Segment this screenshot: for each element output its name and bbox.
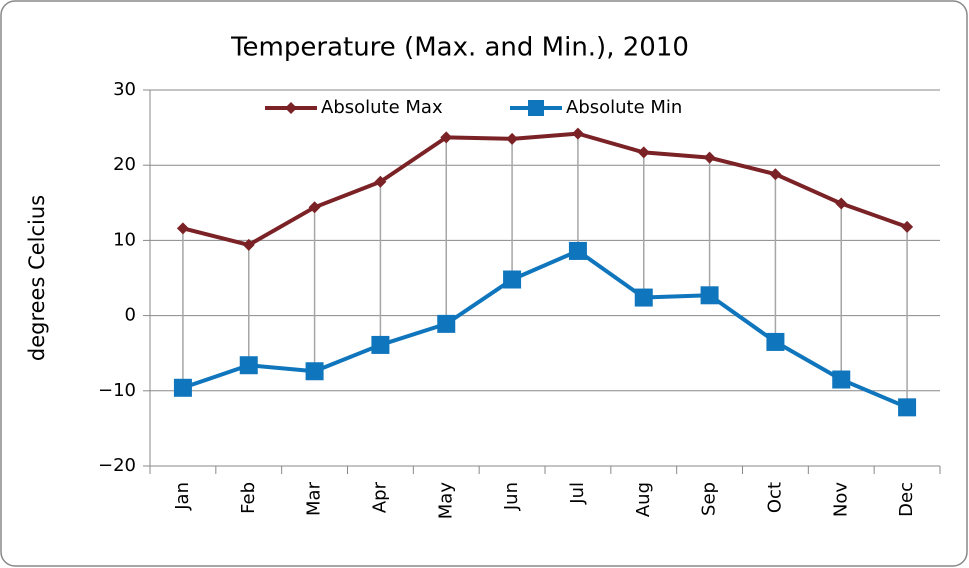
data-point — [769, 168, 782, 181]
data-point — [440, 131, 453, 144]
x-tick-label: Aug — [633, 482, 654, 517]
legend-label: Absolute Max — [321, 97, 443, 118]
x-tick-label: Jan — [172, 482, 193, 511]
data-point — [832, 370, 851, 389]
data-point — [371, 335, 390, 354]
x-tick-label: Dec — [896, 482, 917, 517]
data-point — [503, 270, 522, 289]
data-point — [305, 362, 324, 381]
data-point — [835, 197, 848, 210]
data-point — [637, 146, 650, 159]
data-point — [242, 238, 255, 251]
y-tick-label: 20 — [113, 154, 136, 175]
y-tick-label: 10 — [113, 229, 136, 250]
y-tick-label: −10 — [98, 380, 136, 401]
legend-label: Absolute Min — [566, 97, 682, 118]
x-tick-label: May — [435, 482, 456, 520]
x-tick-label: Sep — [699, 482, 720, 516]
x-tick-label: Mar — [304, 481, 325, 516]
x-tick-label: Jul — [567, 482, 588, 505]
data-point — [437, 314, 456, 333]
data-point — [173, 378, 192, 397]
data-point — [308, 201, 321, 214]
chart-title: Temperature (Max. and Min.), 2010 — [230, 33, 689, 63]
series-line — [182, 131, 908, 247]
data-point — [898, 398, 917, 417]
data-point — [571, 127, 584, 140]
data-point — [700, 286, 719, 305]
x-tick-label: Feb — [238, 482, 259, 514]
x-tick-label: Jun — [501, 482, 522, 511]
data-point — [901, 220, 914, 233]
data-point — [239, 356, 258, 375]
data-point — [634, 288, 653, 307]
data-point — [568, 241, 587, 260]
x-tick-label: Apr — [369, 481, 390, 513]
x-tick-label: Nov — [830, 482, 851, 517]
legend-marker — [528, 100, 544, 116]
y-tick-label: 0 — [125, 305, 136, 326]
legend-marker — [285, 102, 297, 114]
data-point — [506, 132, 519, 145]
data-point — [176, 222, 189, 235]
data-point — [374, 175, 387, 188]
y-axis-label: degrees Celcius — [25, 195, 49, 361]
x-tick-label: Oct — [764, 482, 785, 513]
y-tick-label: 30 — [113, 79, 136, 100]
data-point — [703, 151, 716, 164]
y-tick-label: −20 — [98, 455, 136, 476]
series-line — [182, 248, 908, 410]
data-point — [766, 332, 785, 351]
